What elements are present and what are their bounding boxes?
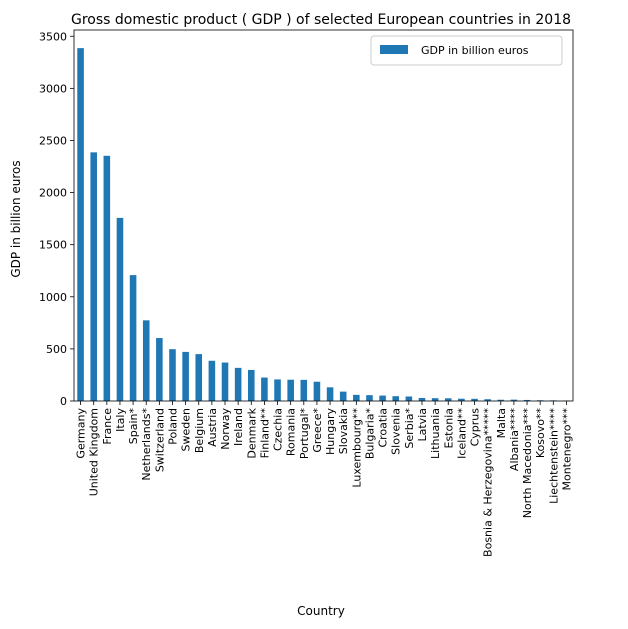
x-tick-label: Malta (495, 408, 508, 438)
y-tick-label: 1000 (39, 291, 67, 304)
bar (431, 398, 439, 401)
x-tick-label: Iceland** (455, 408, 468, 459)
x-tick-label: Latvia (416, 408, 429, 442)
bar (116, 217, 124, 401)
x-tick-label: Liechtenstein**** (547, 408, 560, 504)
x-tick-label: Lithuania (429, 408, 442, 459)
x-tick-label: Slovakia (337, 408, 350, 454)
x-tick-label: Belgium (193, 408, 206, 453)
bar (234, 367, 242, 401)
bar (471, 398, 478, 401)
bar (523, 399, 531, 401)
x-tick-label: Kosovo** (534, 408, 547, 459)
x-axis-label: Country (297, 604, 345, 618)
y-axis-label: GDP in billion euros (9, 160, 23, 277)
bar (208, 360, 216, 401)
x-tick-label: Netherlands* (140, 408, 153, 481)
y-tick-label: 3500 (39, 30, 67, 43)
legend: GDP in billion euros (370, 35, 563, 66)
bar (497, 399, 505, 401)
bar (313, 381, 321, 401)
x-tick-label: Portugal* (298, 408, 311, 460)
x-tick-label: Hungary (324, 408, 337, 455)
x-tick-label: Austria (206, 408, 219, 447)
x-tick-label: Spain* (127, 408, 140, 445)
x-tick-label: Greece* (311, 408, 324, 453)
x-tick-label: Montenegro*** (560, 408, 573, 491)
bar (77, 48, 84, 401)
x-tick-label: Estonia (442, 408, 455, 449)
bar (156, 338, 163, 401)
bar (169, 349, 176, 401)
bar (287, 379, 294, 401)
x-tick-label: France (101, 408, 114, 445)
legend-frame (370, 35, 563, 66)
plot-area: Germany United Kingdom France Italy Spain* Ne… (39, 29, 574, 557)
x-tick-label: Bosnia & Herzegovina***** (482, 408, 495, 557)
x-tick-label: Czechia (272, 408, 285, 451)
x-tick-label: Slovenia (390, 408, 403, 455)
legend-label: GDP in billion euros (421, 44, 529, 57)
bar (339, 391, 347, 401)
plot-frame (73, 29, 574, 402)
x-tick-label: Croatia (377, 408, 390, 448)
bar (182, 351, 189, 401)
x-tick-label: Finland** (258, 408, 271, 459)
y-tick-label: 1500 (39, 239, 67, 252)
x-tick-label: Poland (166, 408, 179, 445)
x-tick-label: Italy (114, 408, 127, 432)
bar (510, 399, 518, 401)
y-tick-label: 2500 (39, 134, 67, 147)
bar (247, 369, 255, 401)
bar (142, 320, 150, 401)
x-tick-label: Albania**** (508, 408, 521, 472)
x-tick-label: Cyprus (469, 408, 482, 447)
y-tick-label: 0 (60, 395, 67, 408)
bar (221, 362, 229, 401)
x-tick-label: Luxembourg** (350, 408, 363, 488)
bar (366, 395, 373, 401)
x-tick-label: Ireland (232, 408, 245, 446)
bar (300, 379, 308, 401)
x-tick-label: Sweden (180, 408, 193, 451)
bar (261, 377, 268, 401)
bar (326, 387, 334, 401)
x-tick-label: Serbia* (403, 408, 416, 449)
bar (353, 394, 360, 401)
x-tick-label: North Macedonia*** (521, 408, 534, 519)
bar (274, 379, 281, 401)
x-tick-label: Norway (219, 408, 232, 450)
x-tick-label: United Kingdom (88, 408, 101, 496)
y-tick-label: 500 (46, 343, 67, 356)
legend-swatch (380, 45, 408, 54)
x-tick-label: Germany (75, 408, 88, 459)
y-tick-label: 2000 (39, 187, 67, 200)
y-tick-label: 3000 (39, 82, 67, 95)
bar (484, 399, 491, 401)
bar (418, 397, 426, 401)
bar (90, 152, 97, 401)
bar (392, 396, 400, 401)
bar (405, 396, 413, 401)
bar (195, 354, 203, 401)
bar (444, 398, 452, 401)
x-tick-label: Switzerland (153, 408, 166, 472)
x-tick-label: Romania (285, 408, 298, 456)
bar (103, 155, 111, 401)
x-tick-label: Denmark (245, 407, 258, 458)
bar (129, 275, 137, 401)
bar (458, 398, 465, 401)
bar (379, 395, 386, 401)
x-tick-label: Bulgaria* (363, 408, 376, 460)
chart-title: Gross domestic product ( GDP ) of select… (71, 12, 571, 28)
